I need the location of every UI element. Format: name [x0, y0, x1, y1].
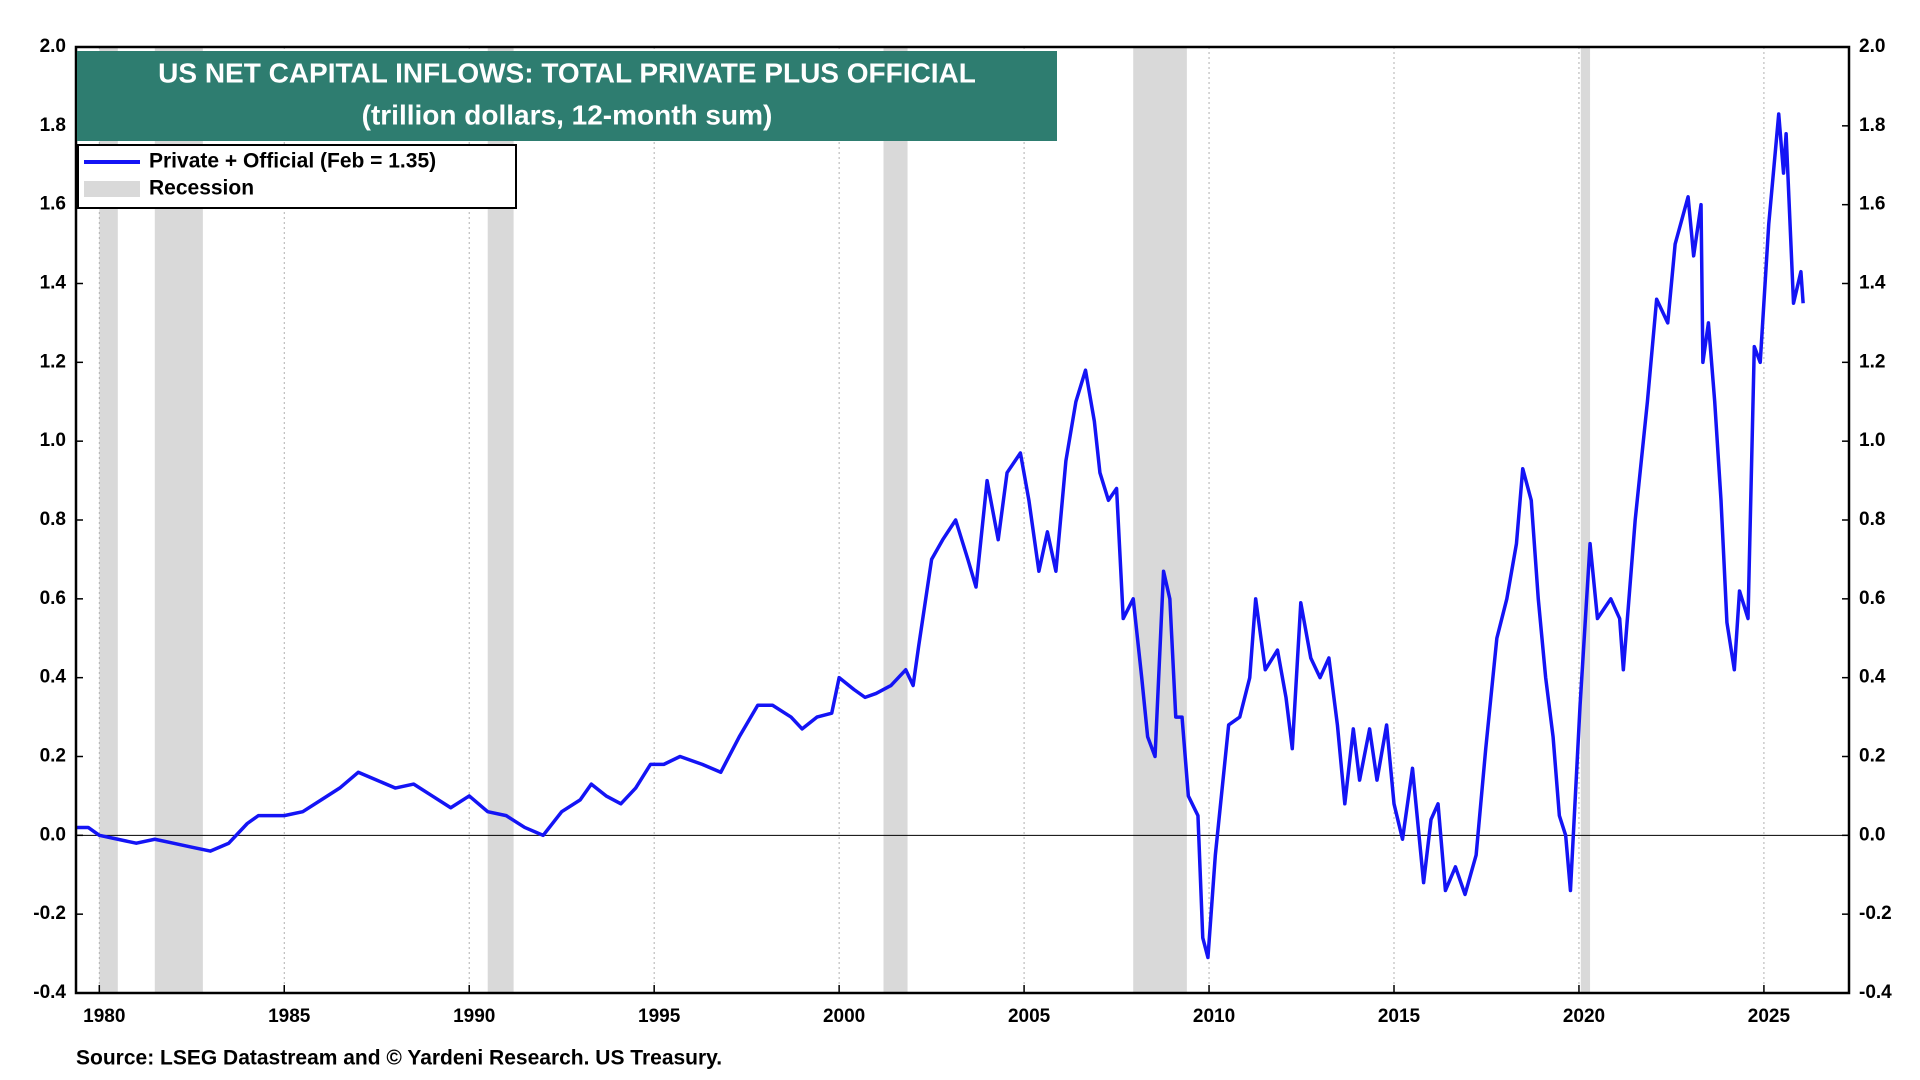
recession-band	[1133, 47, 1187, 993]
y-tick-label: 0.8	[1859, 509, 1885, 530]
x-tick-label: 2010	[1193, 1006, 1235, 1027]
source-note: Source: LSEG Datastream and © Yardeni Re…	[76, 1047, 722, 1070]
y-tick-label: -0.4	[33, 982, 66, 1003]
y-tick-label: -0.2	[33, 903, 66, 924]
legend-box	[77, 144, 517, 209]
y-tick-label: 1.4	[1859, 273, 1886, 294]
recession-band	[1580, 47, 1591, 993]
x-tick-label: 2020	[1563, 1006, 1605, 1027]
y-tick-label: -0.4	[1859, 982, 1892, 1003]
y-tick-label: 0.0	[1859, 824, 1885, 845]
y-tick-label: 2.0	[40, 36, 66, 57]
y-tick-label: 0.6	[1859, 588, 1885, 609]
y-tick-label: 1.0	[40, 430, 66, 451]
y-tick-label: 1.8	[1859, 115, 1885, 136]
x-tick-label: 2000	[823, 1006, 865, 1027]
x-tick-label: 1985	[268, 1006, 311, 1027]
y-tick-label: 0.6	[40, 588, 66, 609]
y-tick-label: -0.2	[1859, 903, 1892, 924]
y-tick-label: 0.0	[40, 824, 66, 845]
y-tick-label: 0.4	[40, 667, 67, 688]
chart-subtitle: (trillion dollars, 12-month sum)	[362, 99, 773, 130]
legend-swatch	[84, 181, 140, 197]
y-tick-label: 1.6	[40, 194, 66, 215]
plot-frame	[74, 45, 1851, 995]
legend-label: Recession	[149, 177, 254, 200]
legend-label: Private + Official (Feb = 1.35)	[149, 150, 436, 173]
y-tick-label: 0.8	[40, 509, 66, 530]
y-tick-label: 1.0	[1859, 430, 1885, 451]
recession-band	[99, 47, 118, 993]
y-tick-label: 1.2	[40, 351, 66, 372]
x-tick-label: 1990	[453, 1006, 495, 1027]
x-tick-label: 1995	[638, 1006, 681, 1027]
chart-title: US NET CAPITAL INFLOWS: TOTAL PRIVATE PL…	[158, 57, 976, 88]
series-line	[76, 112, 1805, 960]
y-tick-label: 0.4	[1859, 667, 1886, 688]
x-tick-label: 1980	[83, 1006, 125, 1027]
y-tick-label: 1.6	[1859, 194, 1885, 215]
x-tick-label: 2015	[1378, 1006, 1421, 1027]
y-tick-label: 1.2	[1859, 351, 1885, 372]
title-box	[77, 51, 1057, 141]
y-tick-label: 2.0	[1859, 36, 1885, 57]
y-tick-label: 1.4	[40, 273, 67, 294]
x-tick-label: 2025	[1748, 1006, 1791, 1027]
y-tick-label: 0.2	[40, 746, 66, 767]
x-tick-label: 2005	[1008, 1006, 1051, 1027]
y-tick-label: 1.8	[40, 115, 66, 136]
recession-band	[883, 47, 908, 993]
y-tick-label: 0.2	[1859, 746, 1885, 767]
